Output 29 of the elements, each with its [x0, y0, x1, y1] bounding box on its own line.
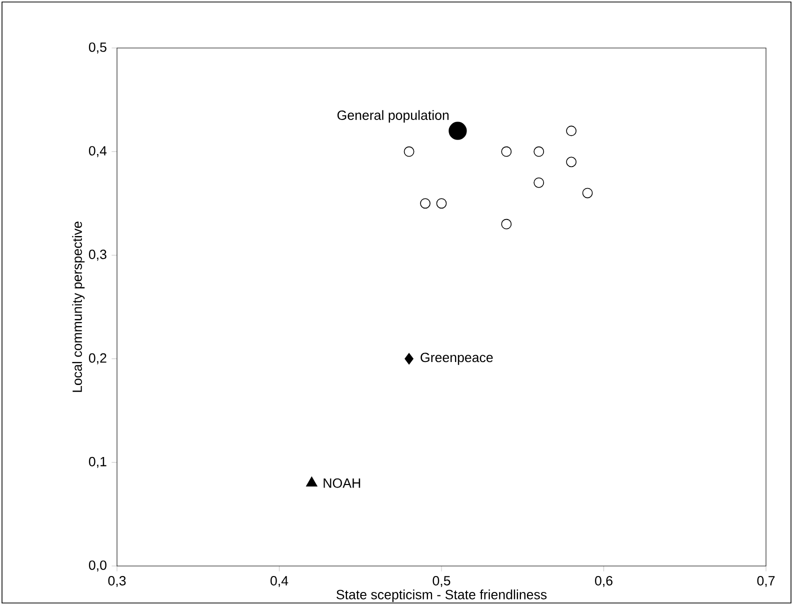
y-tick-label: 0,0 — [88, 560, 106, 572]
point — [501, 218, 512, 230]
point — [534, 146, 544, 157]
y-tick-label: 0,1 — [88, 456, 106, 468]
point — [448, 122, 467, 140]
x-tick-label: 0,3 — [108, 576, 126, 588]
point — [501, 146, 512, 157]
point — [404, 146, 414, 157]
point — [306, 476, 318, 487]
y-tick-label: 0,3 — [88, 250, 106, 261]
point — [566, 156, 576, 168]
y-tick-label: 0,2 — [88, 353, 106, 364]
x-tick-label: 0,5 — [432, 576, 450, 588]
series-label: General population — [337, 110, 449, 123]
x-axis-title: State scepticism - State friendliness — [336, 590, 547, 602]
point — [566, 126, 576, 136]
point — [534, 177, 544, 188]
series-label: Greenpeace — [420, 352, 493, 365]
x-tick-label: 0,4 — [270, 576, 288, 588]
y-tick-label: 0,5 — [88, 42, 106, 54]
point — [404, 353, 414, 365]
y-axis-title: Local community perspective — [72, 222, 85, 392]
y-tick-label: 0,4 — [88, 146, 107, 158]
x-tick-label: 0,6 — [595, 576, 612, 588]
point — [436, 198, 447, 209]
series-label: NOAH — [324, 478, 360, 488]
x-tick-label: 0,7 — [757, 576, 775, 588]
point — [420, 198, 430, 209]
point — [582, 188, 593, 198]
